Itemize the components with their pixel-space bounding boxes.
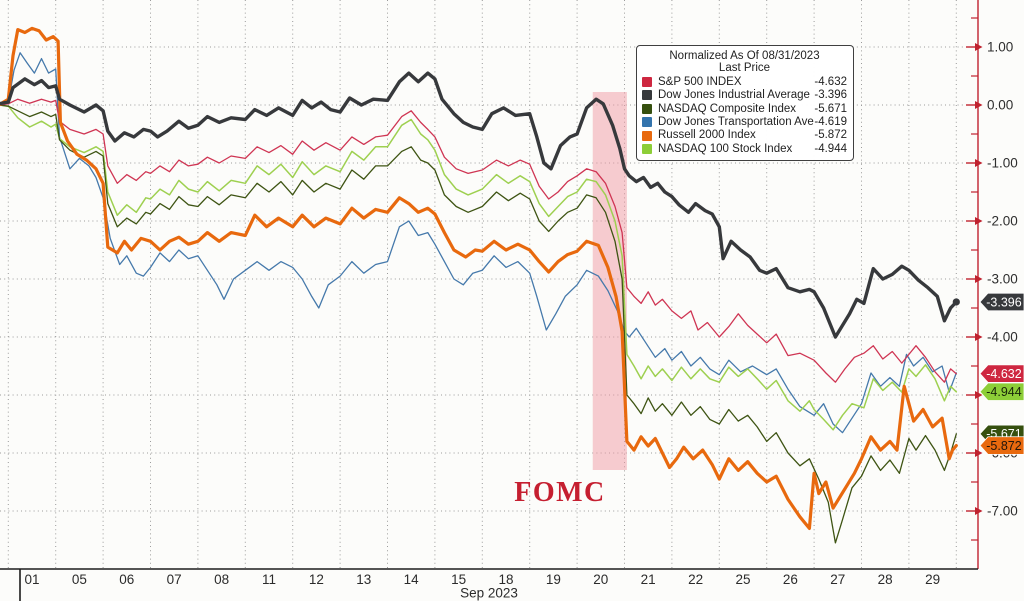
x-axis-tick-label: 25 — [735, 572, 750, 587]
legend-subtitle: Last Price — [718, 62, 771, 75]
series-endpoint-dow — [952, 298, 960, 306]
x-axis-tick-label: 27 — [830, 572, 845, 587]
x-axis-month-label: Sep 2023 — [460, 586, 518, 601]
price-badge-value: -4.944 — [986, 385, 1021, 399]
legend-item-2: Dow Jones Industrial Average -3.396 — [642, 89, 847, 101]
legend-last-price: -4.619 — [814, 116, 847, 129]
x-axis-tick-label: 13 — [356, 572, 371, 587]
x-axis-tick-label: 12 — [309, 572, 324, 587]
x-axis-tick-label: 15 — [451, 572, 466, 587]
legend-series-name: Russell 2000 Index — [658, 129, 756, 142]
legend-swatch-icon — [642, 144, 652, 155]
series-line-ndx — [0, 104, 958, 431]
y-axis-tick-label: -1.00 — [987, 156, 1018, 171]
legend-swatch-icon — [642, 90, 652, 101]
legend-series-name: S&P 500 INDEX — [658, 75, 742, 88]
legend-item-6: NASDAQ 100 Stock Index -4.944 — [642, 143, 847, 155]
series-line-comp — [0, 104, 957, 544]
legend-title: Normalized As Of 08/31/2023 — [669, 50, 820, 62]
y-axis-tick-arrow-icon — [975, 43, 983, 51]
x-axis-tick-label: 11 — [262, 572, 276, 587]
chart-legend: Normalized As Of 08/31/2023 Last Price S… — [636, 45, 854, 162]
x-axis-tick-label: 26 — [783, 572, 798, 587]
y-axis-tick-arrow-icon — [975, 159, 983, 167]
legend-series-name: Dow Jones Transportation Average — [658, 116, 814, 129]
x-axis-tick-label: 22 — [688, 572, 703, 587]
y-axis-tick-arrow-icon — [975, 507, 983, 515]
x-axis-tick-label: 05 — [72, 572, 87, 587]
price-badge-flag — [979, 436, 1024, 455]
price-badge-flag — [979, 364, 1024, 383]
x-axis-tick-label: 21 — [641, 572, 656, 587]
legend-item-1: S&P 500 INDEX -4.632 — [642, 76, 847, 88]
fomc-annotation-label: FOMC — [514, 477, 606, 508]
legend-last-price: -4.944 — [814, 142, 847, 155]
price-badge--3.396: -3.396 — [979, 292, 1024, 312]
x-axis-tick-label: 18 — [498, 572, 513, 587]
x-axis-tick-label: 01 — [24, 572, 39, 587]
legend-swatch-icon — [642, 130, 652, 141]
price-badge-value: -5.872 — [986, 439, 1021, 453]
price-badge-value: -3.396 — [986, 295, 1021, 309]
y-axis-tick-label: -7.00 — [987, 504, 1018, 519]
legend-series-name: Dow Jones Industrial Average — [658, 89, 810, 102]
y-axis-tick-arrow-icon — [975, 391, 983, 399]
legend-last-price: -3.396 — [814, 89, 847, 102]
x-axis-tick-label: 28 — [878, 572, 893, 587]
x-axis-tick-label: 29 — [925, 572, 940, 587]
legend-item-3: NASDAQ Composite Index -5.671 — [642, 103, 847, 115]
y-axis-tick-label: -2.00 — [987, 214, 1018, 229]
x-axis-tick-label: 08 — [214, 572, 229, 587]
price-badge-flag — [979, 292, 1024, 312]
price-badge--5.872: -5.872 — [979, 436, 1024, 455]
price-badge-flag — [979, 382, 1024, 401]
y-axis-tick-arrow-icon — [975, 217, 983, 225]
y-axis-tick-label: 0.00 — [987, 98, 1013, 113]
y-axis-tick-arrow-icon — [975, 449, 983, 457]
y-axis-tick-label: -4.00 — [987, 330, 1018, 345]
legend-series-name: NASDAQ Composite Index — [658, 102, 797, 115]
y-axis-tick-arrow-icon — [975, 333, 983, 341]
legend-swatch-icon — [642, 117, 652, 128]
x-axis-tick-label: 19 — [546, 572, 561, 587]
legend-item-4: Dow Jones Transportation Average-4.619 — [642, 116, 847, 128]
series-line-sp500 — [0, 98, 957, 383]
legend-last-price: -5.671 — [814, 102, 847, 115]
y-axis-tick-arrow-icon — [975, 101, 983, 109]
legend-last-price: -4.632 — [814, 75, 847, 88]
series-line-trans — [0, 52, 957, 434]
x-axis-tick-label: 06 — [119, 572, 134, 587]
y-axis-tick-label: -3.00 — [987, 272, 1018, 287]
legend-last-price: -5.872 — [814, 129, 847, 142]
x-axis-tick-label: 14 — [404, 572, 420, 587]
legend-item-5: Russell 2000 Index -5.872 — [642, 129, 847, 141]
legend-series-name: NASDAQ 100 Stock Index — [658, 142, 793, 155]
y-axis-tick-label: 1.00 — [987, 40, 1013, 55]
x-axis-tick-label: 20 — [593, 572, 608, 587]
series-line-russell — [0, 26, 958, 531]
legend-swatch-icon — [642, 103, 652, 114]
y-axis-tick-arrow-icon — [975, 275, 983, 283]
series-line-dow — [0, 71, 958, 339]
price-badge--4.632: -4.632 — [979, 364, 1024, 383]
price-badge-value: -4.632 — [986, 367, 1021, 381]
legend-swatch-icon — [642, 77, 652, 88]
price-badge--4.944: -4.944 — [979, 382, 1024, 401]
x-axis-tick-label: 07 — [167, 572, 182, 587]
